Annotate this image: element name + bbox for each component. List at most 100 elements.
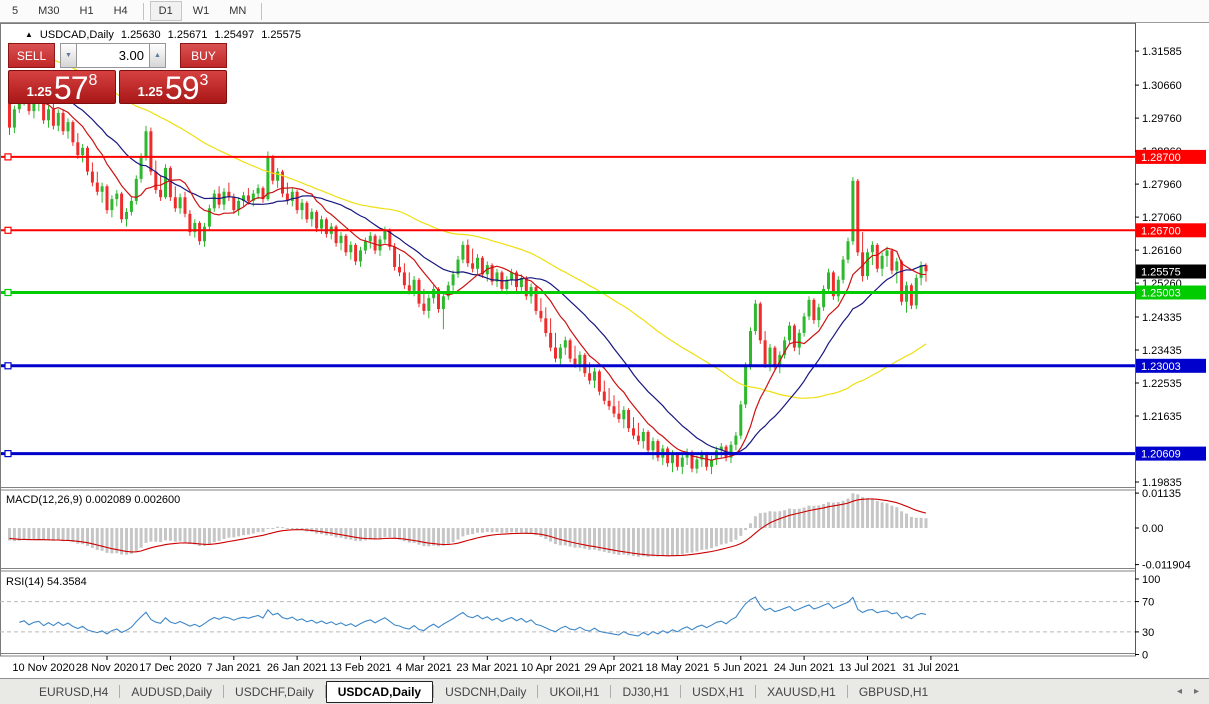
svg-text:1.27060: 1.27060 [1142, 212, 1182, 224]
level-price-tag [1136, 285, 1206, 300]
tab-dj30-h1[interactable]: DJ30,H1 [622, 684, 670, 699]
tab-scroll-left-icon[interactable]: ◂ [1176, 686, 1182, 697]
tab-separator [755, 685, 757, 698]
chart-title: ▲ USDCAD,Daily 1.25630 1.25671 1.25497 1… [25, 29, 301, 41]
svg-text:24 Jun 2021: 24 Jun 2021 [774, 662, 835, 674]
trade-prices-row: 1.25 57 8 1.25 59 3 [8, 70, 227, 104]
tab-separator [610, 685, 612, 698]
volume-input[interactable] [77, 43, 149, 68]
ma-slow-line [9, 42, 927, 399]
svg-text:17 Dec 2020: 17 Dec 2020 [139, 662, 201, 674]
svg-text:1.23003: 1.23003 [1141, 361, 1181, 373]
tab-usdcad-daily[interactable]: USDCAD,Daily [325, 680, 434, 703]
level-marker[interactable] [4, 362, 12, 370]
current-price-tag [1136, 264, 1206, 279]
macd-signal-line [9, 498, 927, 557]
svg-text:10 Apr 2021: 10 Apr 2021 [521, 662, 580, 674]
timeframe-5[interactable]: 5 [12, 5, 19, 17]
timeframe-w1[interactable]: W1 [192, 5, 210, 17]
level-marker[interactable] [4, 288, 12, 297]
level-price-tag [1136, 446, 1206, 461]
svg-text:1.25575: 1.25575 [1141, 267, 1181, 279]
svg-text:1.21635: 1.21635 [1142, 411, 1182, 423]
svg-text:10 Nov 2020: 10 Nov 2020 [12, 662, 74, 674]
sell-button[interactable]: SELL [8, 43, 55, 68]
svg-text:30: 30 [1142, 627, 1154, 639]
chart-canvas[interactable]: MACD(12,26,9) 0.002089 0.002600 RSI(14) 5… [0, 23, 1209, 678]
rsi-line [19, 596, 927, 637]
tab-usdx-h1[interactable]: USDX,H1 [692, 684, 745, 699]
tab-usdchf-daily[interactable]: USDCHF,Daily [235, 684, 314, 699]
svg-text:26 Jan 2021: 26 Jan 2021 [267, 662, 328, 674]
ohlc-high: 1.25671 [167, 29, 208, 41]
svg-text:31 Jul 2021: 31 Jul 2021 [902, 662, 959, 674]
tab-separator [324, 685, 326, 698]
ma-fast-line [9, 84, 927, 461]
chart-symbol-label: USDCAD,Daily [39, 29, 114, 41]
macd-pane [8, 493, 928, 557]
timeframe-m30[interactable]: M30 [38, 5, 60, 17]
level-price-tag [1136, 149, 1206, 164]
buy-price-sup: 3 [199, 72, 209, 89]
collapse-arrow-icon[interactable]: ▲ [25, 29, 33, 39]
level-price-tag [1136, 223, 1206, 238]
svg-text:28 Nov 2020: 28 Nov 2020 [76, 662, 138, 674]
svg-text:1.24335: 1.24335 [1142, 312, 1182, 324]
svg-text:1.26160: 1.26160 [1142, 245, 1182, 257]
level-price-tag [1136, 358, 1206, 373]
level-marker[interactable] [4, 450, 12, 458]
svg-text:18 May 2021: 18 May 2021 [646, 662, 710, 674]
toolbar-separator [261, 2, 263, 20]
tab-scroll-right-icon[interactable]: ▸ [1193, 686, 1199, 697]
sell-price-big: 57 [53, 70, 89, 107]
ma-mid-line [9, 72, 927, 454]
timeframe-toolbar: 5 M30 H1 H4 D1 W1 MN [0, 0, 1209, 23]
svg-text:13 Jul 2021: 13 Jul 2021 [839, 662, 896, 674]
tab-gbpusd-h1[interactable]: GBPUSD,H1 [858, 684, 929, 699]
svg-text:7 Jan 2021: 7 Jan 2021 [207, 662, 261, 674]
svg-text:1.25003: 1.25003 [1141, 288, 1181, 300]
buy-price-panel[interactable]: 1.25 59 3 [119, 70, 227, 104]
buy-price-prefix: 1.25 [137, 84, 163, 99]
svg-text:23 Mar 2021: 23 Mar 2021 [456, 662, 518, 674]
candlestick-series [8, 83, 928, 475]
volume-decrease-button[interactable]: ▼ [60, 43, 77, 68]
level-marker[interactable] [4, 153, 12, 161]
macd-label: MACD(12,26,9) 0.002089 0.002600 [6, 494, 180, 506]
svg-text:100: 100 [1142, 574, 1160, 586]
volume-increase-button[interactable]: ▲ [149, 43, 166, 68]
tab-eurusd-h4[interactable]: EURUSD,H4 [39, 684, 109, 699]
rsi-pane [0, 596, 1135, 637]
svg-text:13 Feb 2021: 13 Feb 2021 [330, 662, 392, 674]
tab-xauusd-h1[interactable]: XAUUSD,H1 [767, 684, 836, 699]
svg-text:29 Apr 2021: 29 Apr 2021 [584, 662, 643, 674]
svg-text:0.01135: 0.01135 [1142, 488, 1181, 500]
level-marker[interactable] [4, 226, 12, 234]
svg-text:0: 0 [1142, 650, 1148, 662]
price-axis[interactable]: 1.315851.306601.297601.288601.279601.270… [1135, 23, 1209, 678]
tab-separator [223, 685, 225, 698]
level-lines [0, 153, 1135, 458]
rsi-label: RSI(14) 54.3584 [6, 576, 87, 588]
tab-separator [680, 685, 682, 698]
timeframe-h1[interactable]: H1 [79, 5, 94, 17]
volume-stepper: ▼ ▲ [60, 43, 166, 68]
svg-text:1.27960: 1.27960 [1142, 179, 1182, 191]
timeframe-mn[interactable]: MN [229, 5, 247, 17]
svg-text:1.31585: 1.31585 [1142, 46, 1182, 58]
tab-usdcnh-daily[interactable]: USDCNH,Daily [445, 684, 527, 699]
svg-text:5 Jun 2021: 5 Jun 2021 [714, 662, 768, 674]
chart-window: MACD(12,26,9) 0.002089 0.002600 RSI(14) 5… [0, 23, 1209, 678]
date-axis[interactable]: 10 Nov 2020 28 Nov 2020 17 Dec 2020 7 Jan 2… [12, 656, 959, 674]
timeframe-d1[interactable]: D1 [149, 1, 182, 21]
buy-button[interactable]: BUY [180, 43, 227, 68]
tab-audusd-daily[interactable]: AUDUSD,Daily [131, 684, 213, 699]
svg-text:1.26700: 1.26700 [1141, 225, 1181, 237]
sell-price-panel[interactable]: 1.25 57 8 [8, 70, 116, 104]
timeframe-h4[interactable]: H4 [113, 5, 128, 17]
tab-ukoil-h1[interactable]: UKOil,H1 [549, 684, 600, 699]
svg-text:1.30660: 1.30660 [1142, 80, 1182, 92]
tab-separator [537, 685, 539, 698]
